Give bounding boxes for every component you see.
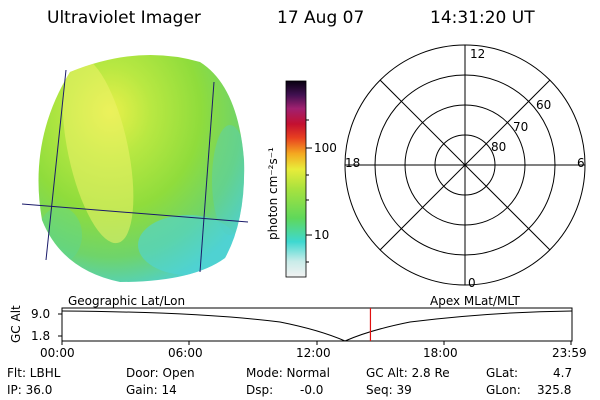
time-tick-1200: 12:00 [296,346,331,360]
param-glon-label: GLon: [486,383,521,397]
param-door: Door: Open [126,366,195,380]
param-gc-alt: GC Alt: 2.8 Re [366,366,450,380]
param-seq: Seq: 39 [366,383,412,397]
instrument-title: Ultraviolet Imager [47,8,201,28]
param-gain: Gain: 14 [126,383,177,397]
colorbar-tick-10: 10 [314,228,330,242]
geo-caption: Geographic Lat/Lon [68,294,186,308]
mlt-label-12: 12 [470,47,486,61]
lat-label-70: 70 [513,120,529,134]
gc-alt-axis-label: GC Alt [9,305,23,343]
alt-tick-9: 9.0 [31,307,51,321]
colorbar-unit-label: photon cm⁻²s⁻¹ [266,147,280,240]
polar-plot [344,44,586,286]
altitude-panel [58,307,573,345]
param-dsp-label: Dsp: [246,383,274,397]
date-label: 17 Aug 07 [277,8,365,28]
mlt-label-18: 18 [345,156,361,170]
param-glat-value: 4.7 [553,366,573,380]
param-ip: IP: 36.0 [7,383,53,397]
param-dsp-value: -0.0 [300,383,324,397]
time-label: 14:31:20 UT [430,8,535,28]
alt-tick-1-8: 1.8 [31,329,51,343]
colorbar-ticks [306,119,312,263]
colorbar-tick-100: 100 [314,141,337,155]
time-tick-2359: 23:59 [552,346,587,360]
apex-caption: Apex MLat/MLT [430,294,520,308]
mlt-label-6: 6 [577,156,585,170]
lat-label-80: 80 [491,140,507,154]
colorbar [285,80,307,278]
geo-grid-lines [21,69,249,273]
time-tick-0000: 00:00 [40,346,75,360]
param-mode: Mode: Normal [246,366,330,380]
time-tick-1800: 18:00 [423,346,458,360]
param-glon-value: 325.8 [537,383,572,397]
time-tick-0600: 06:00 [168,346,203,360]
uv-earth-image [38,54,245,283]
param-filter: Flt: LBHL [7,366,61,380]
param-glat-label: GLat: [486,366,519,380]
lat-label-60: 60 [536,98,552,112]
mlt-label-0: 0 [468,276,476,290]
